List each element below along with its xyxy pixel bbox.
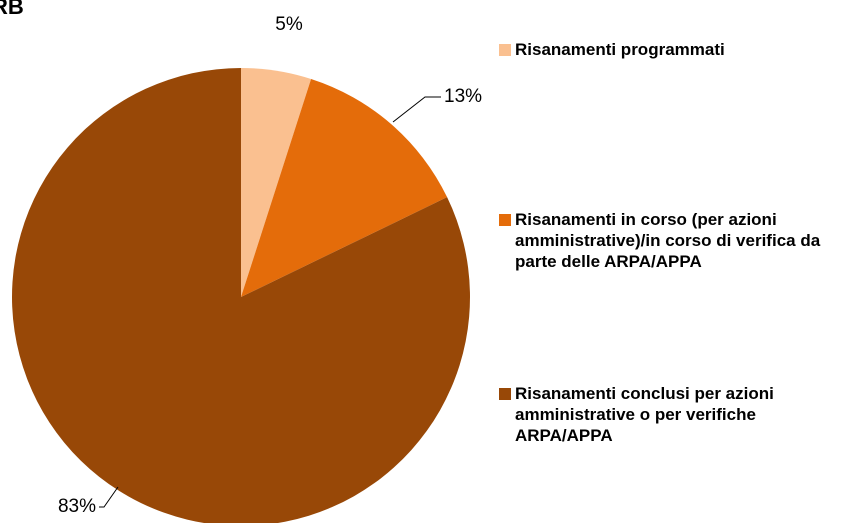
legend-label: Risanamenti in corso (per azioni amminis…	[515, 210, 821, 271]
legend-label: Risanamenti conclusi per azioni amminist…	[515, 384, 774, 445]
data-label: 5%	[275, 14, 303, 35]
pie-slice	[12, 68, 470, 523]
legend-swatch	[499, 214, 511, 226]
legend-label: Risanamenti programmati	[515, 40, 725, 59]
leader-line	[392, 96, 441, 123]
legend-item: Risanamenti conclusi per azioni amminist…	[497, 383, 837, 446]
pie-slice	[241, 68, 312, 297]
leader-line	[99, 486, 119, 508]
legend-swatch	[499, 388, 511, 400]
data-label: 13%	[444, 86, 482, 107]
chart-title: RB	[0, 0, 24, 19]
pie-slice	[241, 78, 448, 297]
legend-swatch	[499, 44, 511, 56]
data-label: 83%	[58, 496, 96, 517]
legend-item: Risanamenti in corso (per azioni amminis…	[497, 209, 837, 272]
legend-item: Risanamenti programmati	[497, 39, 837, 60]
